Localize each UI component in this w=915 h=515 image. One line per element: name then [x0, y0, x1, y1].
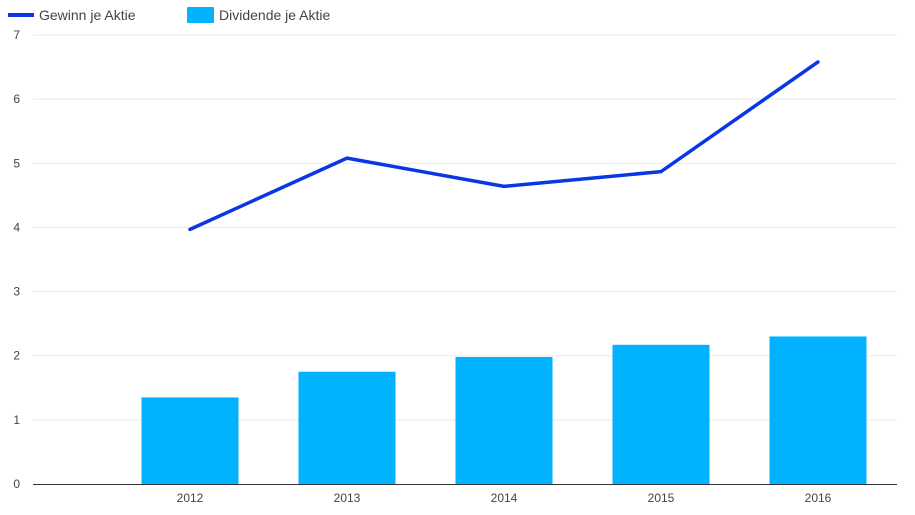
y-tick-label: 7: [13, 28, 20, 42]
y-tick-label: 3: [13, 285, 20, 299]
line-gewinn: [188, 60, 820, 232]
y-tick-label: 1: [13, 413, 20, 427]
y-tick-label: 5: [13, 156, 20, 170]
bar-2013: [298, 371, 396, 484]
bar-2015: [612, 344, 710, 484]
x-tick-label: 2012: [177, 491, 204, 505]
x-axis-labels: 2012 2013 2014 2015 2016: [177, 491, 832, 505]
y-tick-label: 0: [13, 477, 20, 491]
bar-2014: [455, 356, 553, 484]
bar-series: [141, 336, 867, 484]
x-tick-label: 2013: [334, 491, 361, 505]
y-tick-label: 2: [13, 349, 20, 363]
chart-legend: Gewinn je Aktie Dividende je Aktie: [8, 7, 331, 23]
x-tick-label: 2015: [648, 491, 675, 505]
bar-2016: [769, 336, 867, 484]
legend-bar-swatch: [187, 7, 214, 23]
legend-label-line: Gewinn je Aktie: [39, 7, 136, 23]
y-tick-label: 4: [13, 220, 20, 234]
line-series: [188, 60, 820, 232]
y-axis-labels: 0 1 2 3 4 5 6 7: [13, 28, 20, 491]
y-tick-label: 6: [13, 92, 20, 106]
legend-label-bar: Dividende je Aktie: [219, 7, 331, 23]
x-tick-label: 2014: [491, 491, 518, 505]
x-tick-label: 2016: [805, 491, 832, 505]
bar-2012: [141, 397, 239, 484]
